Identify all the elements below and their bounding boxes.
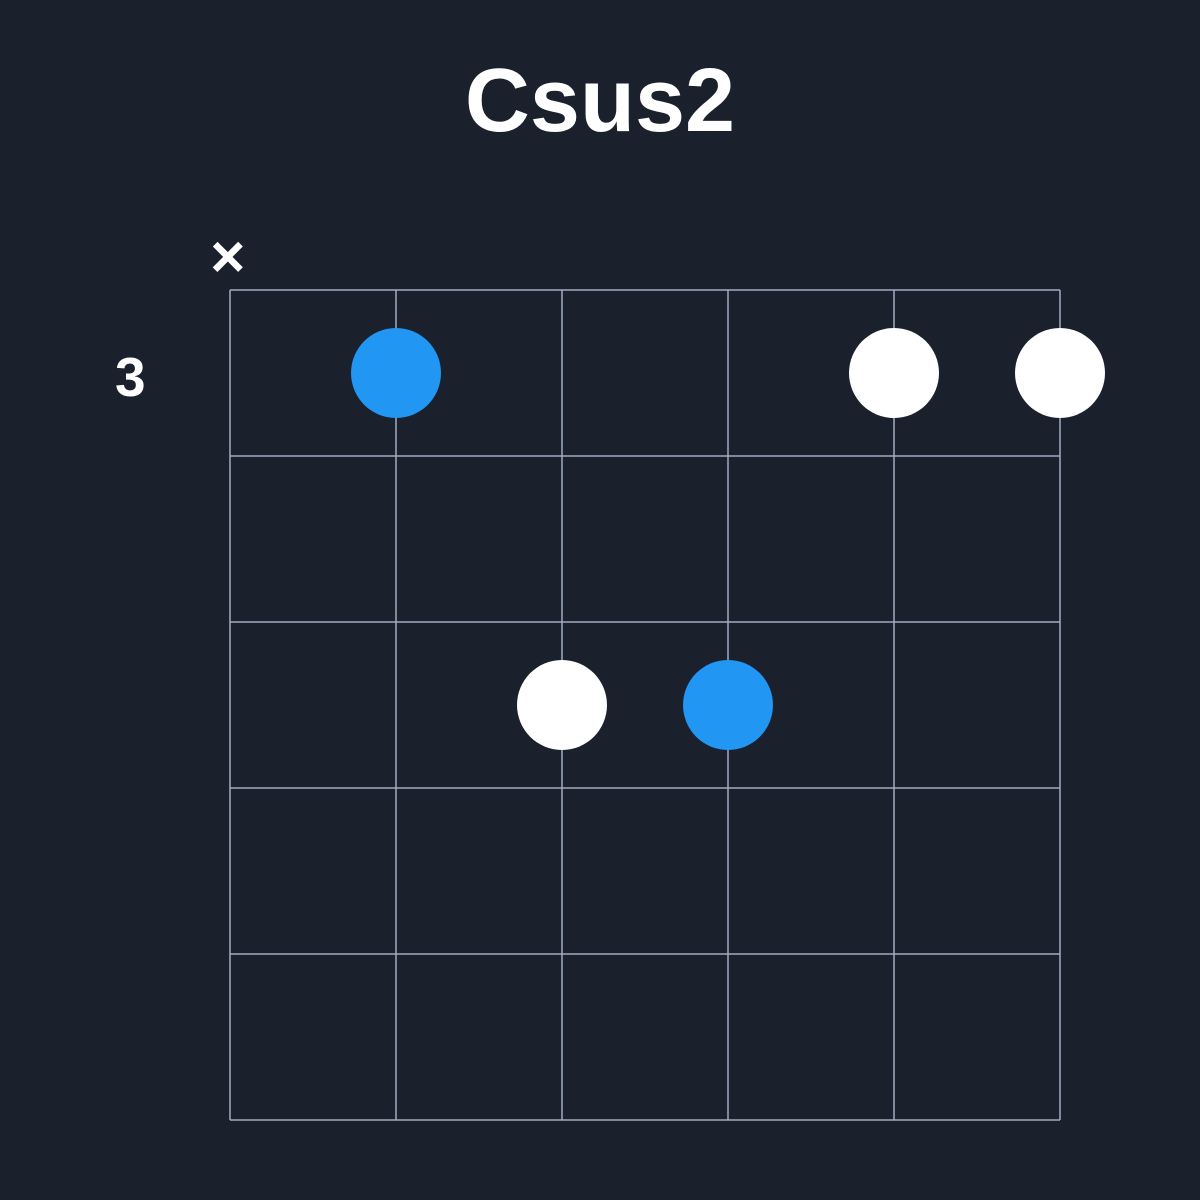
finger-dot <box>1015 328 1105 418</box>
chord-card: Csus2 3 × <box>0 0 1200 1200</box>
finger-dot <box>683 660 773 750</box>
finger-dot <box>517 660 607 750</box>
fretboard <box>170 230 1120 1180</box>
finger-dot <box>849 328 939 418</box>
starting-fret-label: 3 <box>115 345 146 409</box>
finger-dot <box>351 328 441 418</box>
chord-name: Csus2 <box>0 50 1200 153</box>
